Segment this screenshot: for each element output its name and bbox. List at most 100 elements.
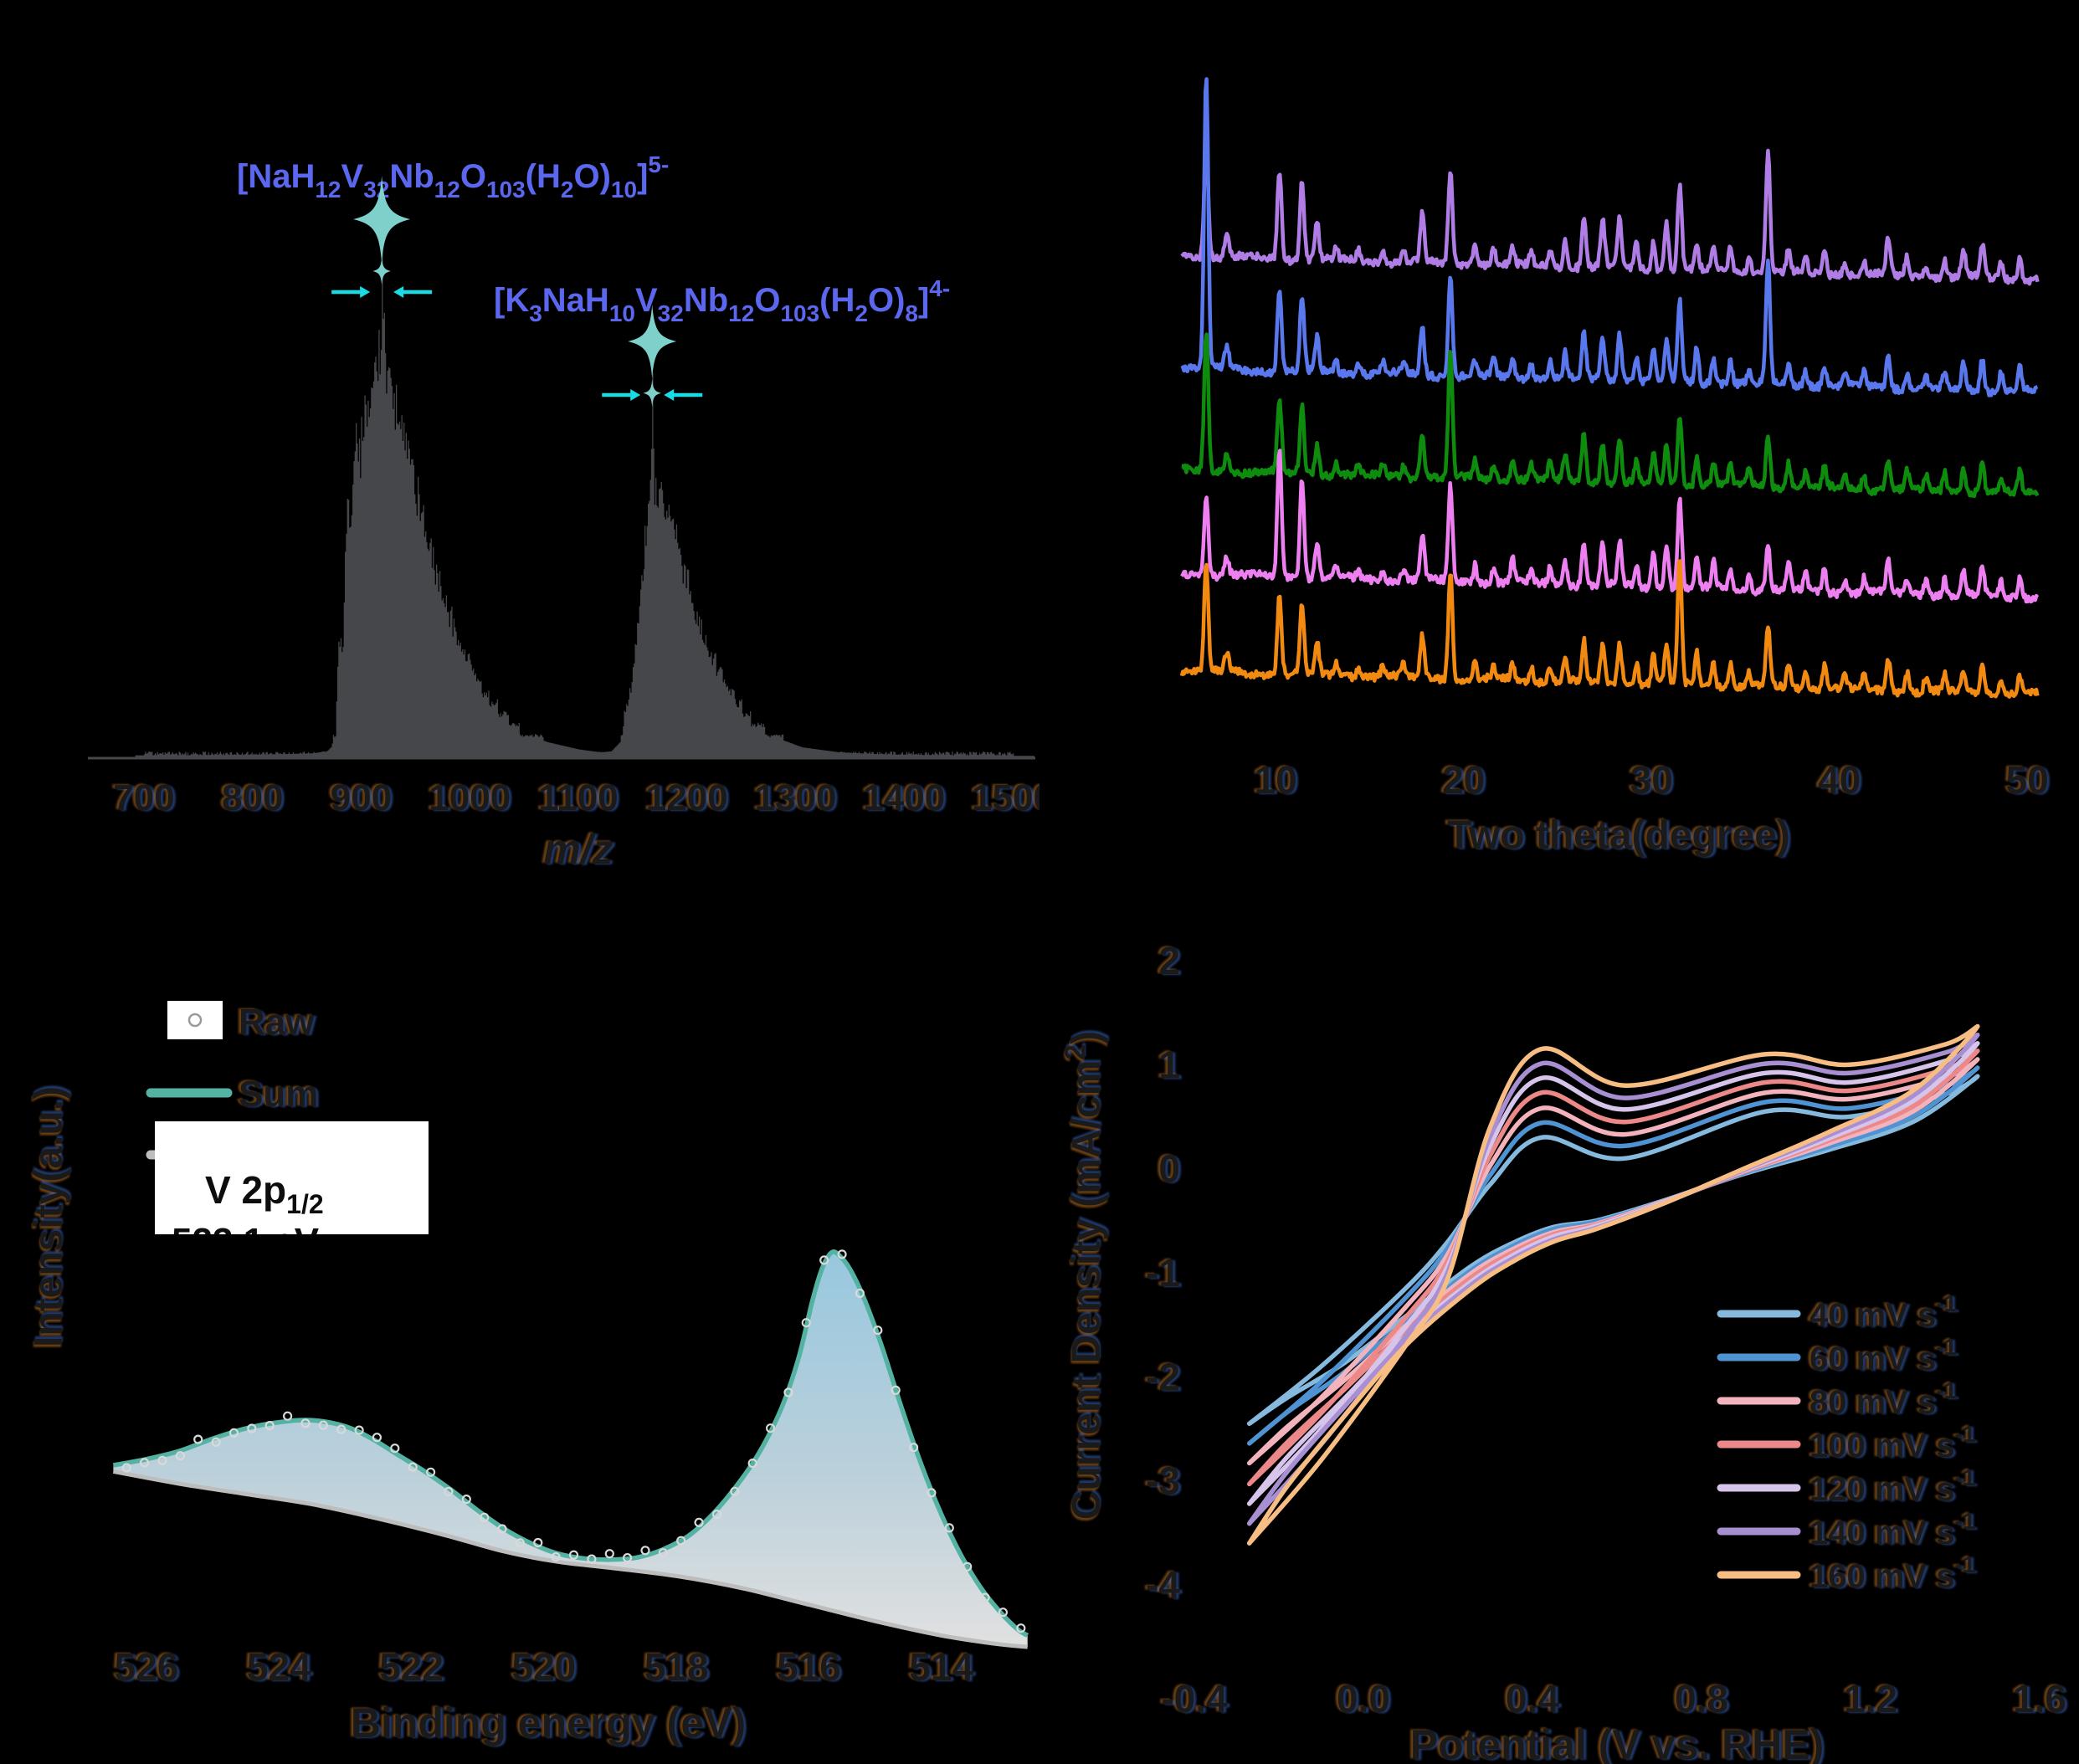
- raw-data-point: [264, 1420, 275, 1431]
- raw-data-point: [121, 1463, 131, 1473]
- x-tick-label: 50: [2006, 758, 2049, 802]
- raw-data-point: [480, 1512, 490, 1522]
- x-axis-label: Two theta(degree): [1447, 813, 1790, 858]
- raw-data-point: [372, 1433, 382, 1443]
- raw-data-point: [730, 1486, 740, 1496]
- xrd-trace-violet: [1180, 449, 2040, 604]
- cv-panel: 2 1 0 -1 -2 -3 -4 -0.4 0.0 0.4 0.8 1.2 1.6 Potential …: [1060, 939, 2066, 1764]
- raw-marker-icon: [187, 1013, 203, 1028]
- x-axis-label: Potential (V vs. RHE): [1410, 1721, 1825, 1764]
- raw-data-point: [444, 1486, 454, 1497]
- baseline-curve: [112, 1469, 1028, 1649]
- raw-data-point: [354, 1425, 364, 1435]
- raw-data-point: [604, 1549, 614, 1559]
- x-tick-label: 516: [777, 1645, 841, 1689]
- raw-data-point: [336, 1424, 346, 1434]
- y-axis-label-text: Current Density (mA/cm2): [1060, 1031, 1109, 1520]
- raw-data-point: [228, 1428, 239, 1438]
- raw-data-point: [497, 1524, 507, 1534]
- x-tick-label: 1300: [755, 777, 837, 818]
- x-tick-label: 526: [115, 1645, 179, 1689]
- xrd-trace-blue: [1180, 77, 2039, 397]
- x-tick-label: 1.2: [1844, 1677, 1897, 1720]
- x-tick-label: 0.0: [1337, 1677, 1390, 1720]
- xrd-panel: 10 20 30 40 50 Two theta(degree): [1179, 77, 2049, 858]
- x-tick-label: 1.6: [2013, 1677, 2066, 1720]
- fit-fill-area: [113, 1251, 1028, 1648]
- legend-label: 40 mV s-1: [1810, 1290, 1957, 1334]
- raw-data-point: [622, 1552, 633, 1563]
- raw-data-point: [783, 1387, 793, 1397]
- x-tick-label: 522: [379, 1645, 444, 1689]
- y-tick-label: 2: [1158, 939, 1180, 982]
- raw-data-point: [425, 1467, 436, 1477]
- annotation-peak-label: V 2p1/2: [205, 1168, 324, 1219]
- legend-label-sum: Sum: [239, 1074, 318, 1115]
- arrowhead-icon: [664, 389, 675, 401]
- spectrum-area: [135, 225, 1035, 758]
- y-tick-label: 0: [1158, 1147, 1180, 1191]
- arrowhead-icon: [393, 286, 404, 298]
- raw-data-point: [157, 1455, 167, 1465]
- peak-formula-label: [NaH12V32Nb12O103(H2O)10]5-: [237, 151, 669, 203]
- x-tick-label: 10: [1255, 758, 1297, 802]
- xrd-trace-purple: [1180, 148, 2040, 286]
- raw-data-point: [873, 1326, 883, 1336]
- peak-formula-label: [K3NaH10V32Nb12O103(H2O)8]4-: [494, 275, 950, 326]
- legend: 40 mV s-160 mV s-180 mV s-1100 mV s-1120…: [1717, 1290, 1975, 1595]
- annotation-box: [155, 1121, 429, 1234]
- raw-data-point: [211, 1437, 221, 1448]
- raw-data-point: [640, 1546, 650, 1556]
- raw-data-point: [408, 1462, 418, 1472]
- raw-data-point: [944, 1523, 954, 1533]
- raw-data-point: [283, 1411, 293, 1421]
- y-axis-label: Current Density (mA/cm2): [1060, 1031, 1109, 1520]
- x-axis-label: Binding energy (eV): [351, 1700, 746, 1746]
- mass-spectrum-panel: 700 800 900 1000 1100 1200 1300 1400 1500 m/z [NaH…: [88, 151, 1040, 873]
- raw-data-point: [551, 1551, 561, 1562]
- legend-label: 80 mV s-1: [1810, 1377, 1957, 1421]
- y-tick-label: -2: [1146, 1355, 1180, 1398]
- raw-data-point: [390, 1444, 400, 1454]
- sparkle-icon: [628, 304, 677, 379]
- raw-data-point: [998, 1608, 1009, 1618]
- raw-data-point: [461, 1494, 471, 1505]
- x-tick-label: 1000: [429, 777, 511, 818]
- x-tick-label: 1200: [646, 777, 728, 818]
- raw-data-point: [711, 1509, 722, 1520]
- x-tick-label: 800: [222, 777, 283, 818]
- raw-data-point: [765, 1423, 776, 1433]
- sparkle-small-icon: [643, 379, 662, 408]
- y-tick-label: 1: [1158, 1043, 1180, 1086]
- legend-label: 160 mV s-1: [1810, 1551, 1975, 1595]
- arrowhead-icon: [360, 286, 371, 298]
- raw-data-point: [837, 1249, 847, 1259]
- x-tick-label: 520: [512, 1645, 577, 1689]
- x-tick-label: -0.4: [1161, 1677, 1228, 1720]
- raw-data-point: [747, 1458, 757, 1469]
- xrd-trace-green: [1181, 332, 2040, 499]
- raw-data-point: [908, 1443, 919, 1453]
- legend-label: 60 mV s-1: [1810, 1334, 1957, 1377]
- raw-data-point: [175, 1451, 185, 1461]
- xrd-trace-orange: [1179, 559, 2040, 699]
- raw-data-point: [980, 1592, 990, 1602]
- legend-label: 120 mV s-1: [1810, 1464, 1975, 1508]
- raw-data-point: [515, 1538, 526, 1548]
- raw-data-point: [658, 1548, 669, 1558]
- y-tick-label: -1: [1146, 1251, 1180, 1295]
- annotation-energy-label: 523.1 eV: [172, 1221, 320, 1262]
- x-axis-label: m/z: [543, 826, 613, 873]
- x-tick-label: 40: [1818, 758, 1861, 802]
- legend-label: 100 mV s-1: [1810, 1421, 1975, 1464]
- raw-data-point: [247, 1423, 257, 1433]
- x-tick-label: 700: [113, 777, 174, 818]
- raw-data-point: [1016, 1623, 1026, 1633]
- y-tick-label: -3: [1146, 1459, 1180, 1503]
- raw-data-point: [963, 1561, 973, 1572]
- x-tick-label: 1500: [972, 777, 1040, 818]
- x-tick-label: 514: [909, 1645, 973, 1689]
- raw-data-point: [855, 1288, 865, 1299]
